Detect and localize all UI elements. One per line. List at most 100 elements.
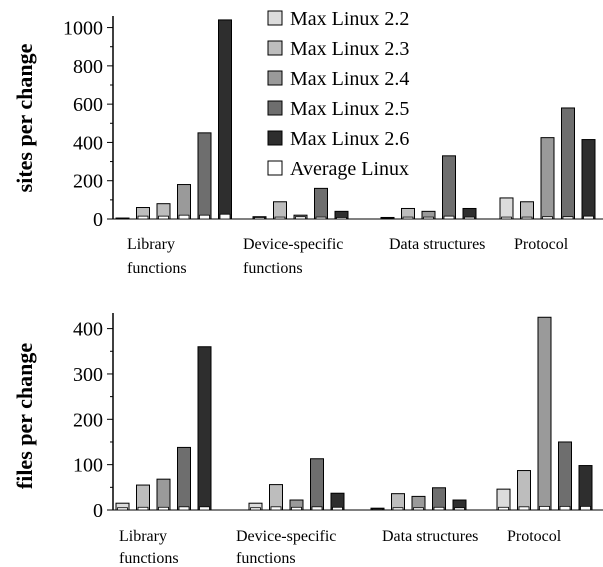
average-bar <box>392 507 404 511</box>
average-bar <box>583 215 594 220</box>
y-tick-label: 200 <box>73 171 103 193</box>
bar <box>273 201 287 220</box>
average-bar <box>295 216 306 220</box>
bar <box>499 197 514 220</box>
average-bar <box>219 213 231 220</box>
legend-label: Max Linux 2.4 <box>290 68 409 90</box>
bar <box>520 201 534 220</box>
bar <box>177 446 191 511</box>
average-bar <box>464 216 475 220</box>
category-label: Library <box>127 236 175 253</box>
average-bar <box>443 215 455 220</box>
legend-swatch <box>267 100 283 116</box>
average-bar <box>158 506 169 511</box>
average-bar <box>542 216 553 220</box>
y-tick-label: 0 <box>93 209 103 231</box>
legend-swatch <box>267 70 283 86</box>
y-axis-label: files per change <box>12 343 37 489</box>
category-label: functions <box>243 260 303 277</box>
average-bar <box>274 216 286 220</box>
legend-swatch <box>267 160 283 176</box>
category-label: functions <box>236 550 296 567</box>
bar <box>517 470 531 511</box>
legend-label: Average Linux <box>290 158 409 180</box>
average-bar <box>137 506 149 511</box>
legend: Max Linux 2.2 Max Linux 2.3 Max Linux 2.4 M… <box>267 8 409 180</box>
average-bar <box>521 216 533 220</box>
legend-swatch <box>267 10 283 26</box>
average-bar <box>178 214 190 220</box>
average-bar <box>580 505 591 511</box>
y-tick-label: 1000 <box>63 18 103 40</box>
bar <box>537 316 552 511</box>
sites-per-change-chart: sites per change 0 200 400 600 800 1000 Library… <box>12 16 603 277</box>
category-label: Device-specific <box>243 236 343 253</box>
bar <box>269 484 283 511</box>
bar <box>442 155 456 220</box>
average-bar <box>199 214 210 220</box>
y-tick-label: 600 <box>73 94 103 116</box>
category-label: Data structures <box>389 236 485 253</box>
category-label: Data structures <box>382 528 478 545</box>
average-bar <box>413 507 424 511</box>
average-bar <box>559 505 571 511</box>
average-bar <box>291 506 302 511</box>
average-bar <box>158 215 169 220</box>
category-label: functions <box>127 260 187 277</box>
bar <box>578 465 593 511</box>
average-bar <box>311 506 323 511</box>
bar <box>496 488 511 511</box>
y-tick-label: 400 <box>73 319 103 341</box>
average-bar <box>336 217 347 220</box>
average-bar <box>518 506 530 511</box>
average-bar <box>137 215 149 220</box>
bar <box>561 107 575 220</box>
category-label: functions <box>119 550 179 567</box>
bar <box>197 132 212 220</box>
average-bar <box>250 507 261 511</box>
bar <box>540 137 555 220</box>
average-bar <box>562 216 574 220</box>
average-bar <box>315 216 327 220</box>
category-label: Protocol <box>514 236 569 253</box>
y-tick-label: 0 <box>93 500 103 522</box>
bar <box>310 458 324 511</box>
bar <box>197 346 212 511</box>
bar <box>218 19 232 220</box>
bar <box>432 487 446 511</box>
average-bar <box>501 216 512 220</box>
y-axis-label: sites per change <box>12 43 37 192</box>
average-bar <box>498 506 509 511</box>
legend-label: Max Linux 2.6 <box>290 128 409 150</box>
category-label: Library <box>119 528 167 545</box>
average-bar <box>270 506 282 511</box>
bar <box>156 478 171 511</box>
average-bar <box>117 507 128 511</box>
average-bar <box>433 506 445 511</box>
y-tick-label: 200 <box>73 409 103 431</box>
average-bar <box>254 217 265 220</box>
category-label: Device-specific <box>236 528 336 545</box>
average-bar <box>423 216 434 220</box>
average-bar <box>117 218 128 220</box>
legend-label: Max Linux 2.3 <box>290 38 409 60</box>
average-bar <box>454 507 465 511</box>
bar <box>314 187 328 220</box>
average-bar <box>382 218 393 220</box>
legend-swatch <box>267 40 283 56</box>
average-bar <box>539 505 550 511</box>
y-tick-label: 800 <box>73 56 103 78</box>
category-label: Protocol <box>507 528 562 545</box>
bar <box>136 484 150 511</box>
average-bar <box>332 506 343 511</box>
legend-label: Max Linux 2.5 <box>290 98 409 120</box>
y-tick-label: 400 <box>73 132 103 154</box>
bar <box>558 441 572 511</box>
average-bar <box>199 506 210 511</box>
average-bar <box>178 506 190 511</box>
y-tick-label: 100 <box>73 455 103 477</box>
legend-swatch <box>267 130 283 146</box>
bar <box>177 184 191 220</box>
bar <box>581 139 596 220</box>
